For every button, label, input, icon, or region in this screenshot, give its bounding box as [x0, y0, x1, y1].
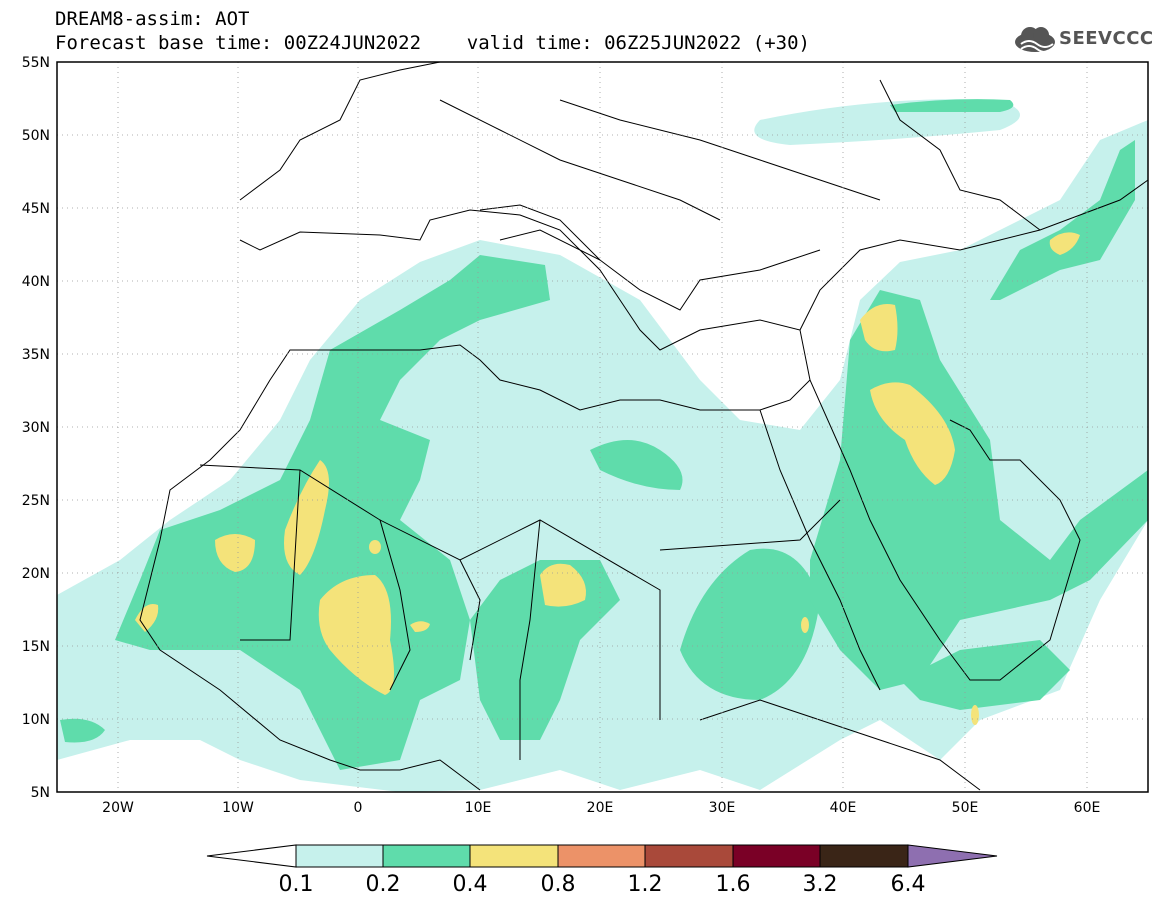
lat-tick-label: 35N — [22, 347, 50, 363]
lat-tick-label: 20N — [22, 566, 50, 582]
lon-tick-label: 10E — [465, 800, 492, 816]
lon-tick-label: 0 — [354, 800, 363, 816]
lon-tick-label: 40E — [830, 800, 857, 816]
seevccc-logo: SEEVCCC — [1013, 22, 1153, 56]
colorbar-label: 1.6 — [716, 872, 751, 897]
colorbar-upper-arrow — [907, 844, 998, 868]
map-title: DREAM8-assim: AOT — [55, 8, 250, 30]
colorbar-label: 1.2 — [628, 872, 663, 897]
lat-tick-label: 10N — [22, 712, 50, 728]
colorbar-lower-arrow — [206, 844, 297, 868]
lon-tick-label: 50E — [952, 800, 979, 816]
colorbar-swatch — [732, 844, 821, 868]
lon-tick-label: 20W — [102, 800, 134, 816]
colorbar-swatch — [557, 844, 646, 868]
map-frame — [56, 61, 1149, 793]
lat-tick-label: 55N — [22, 55, 50, 71]
colorbar-swatch — [819, 844, 909, 868]
aot-band-0.4 — [135, 232, 1080, 725]
colorbar-swatch — [644, 844, 734, 868]
lat-tick-label: 5N — [31, 785, 50, 801]
lat-tick-label: 30N — [22, 420, 50, 436]
colorbar: 0.1 0.2 0.4 0.8 1.2 1.6 3.2 6.4 — [206, 844, 998, 897]
lat-axis: 55N 50N 45N 40N 35N 30N 25N 20N 15N 10N … — [22, 55, 50, 801]
lat-tick-label: 50N — [22, 128, 50, 144]
coastlines — [139, 62, 1148, 791]
colorbar-swatch — [295, 844, 384, 868]
colorbar-swatch — [382, 844, 471, 868]
lat-tick-label: 40N — [22, 274, 50, 290]
aot-band-0.2 — [60, 99, 1148, 770]
gridlines — [57, 62, 1148, 792]
lon-axis: 20W 10W 0 10E 20E 30E 40E 50E 60E — [102, 800, 1100, 816]
aot-field — [57, 62, 1148, 792]
lon-tick-label: 20E — [587, 800, 614, 816]
colorbar-swatch — [469, 844, 559, 868]
colorbar-label: 0.1 — [279, 872, 314, 897]
lon-tick-label: 10W — [222, 800, 254, 816]
lon-tick-label: 30E — [709, 800, 736, 816]
lat-tick-label: 15N — [22, 639, 50, 655]
lon-tick-label: 60E — [1074, 800, 1101, 816]
lat-tick-label: 45N — [22, 201, 50, 217]
colorbar-label: 0.2 — [366, 872, 401, 897]
logo-text: SEEVCCC — [1059, 28, 1154, 49]
colorbar-label: 0.8 — [541, 872, 576, 897]
cloud-logo-icon — [1015, 27, 1055, 53]
forecast-time-line: Forecast base time: 00Z24JUN2022 valid t… — [55, 32, 810, 54]
lat-tick-label: 25N — [22, 493, 50, 509]
colorbar-label: 0.4 — [453, 872, 488, 897]
colorbar-label: 6.4 — [891, 872, 926, 897]
colorbar-label: 3.2 — [803, 872, 838, 897]
